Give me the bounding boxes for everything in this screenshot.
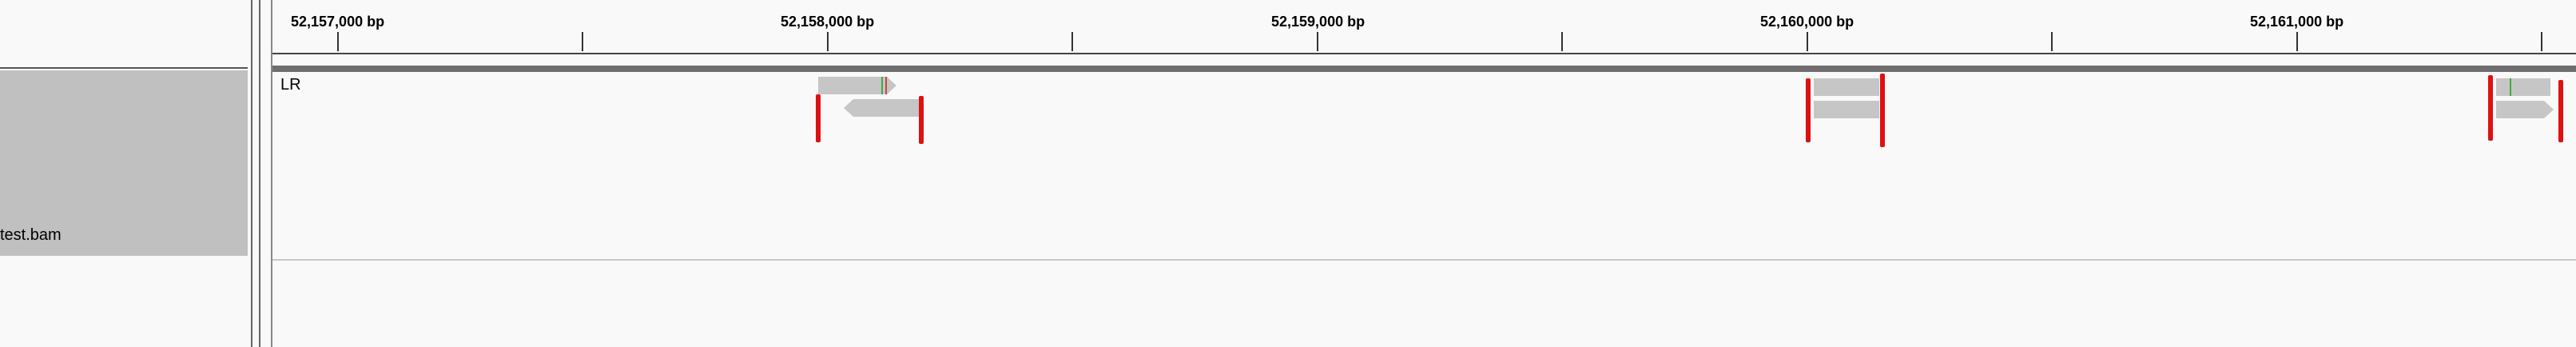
panel-divider[interactable] [251, 0, 252, 347]
soft-clip-marker [1880, 74, 1885, 147]
mismatch-marker [885, 77, 887, 94]
soft-clip-marker [919, 96, 924, 144]
read-strand-arrow [887, 77, 896, 94]
alignment-read[interactable] [2496, 78, 2550, 96]
alignment-read[interactable] [818, 77, 887, 94]
alignment-read[interactable] [2496, 101, 2544, 118]
ruler-tick [827, 32, 829, 51]
name-panel-header [0, 0, 248, 69]
ruler-tick [337, 32, 339, 51]
ruler-tick [1561, 32, 1563, 51]
alignment-track[interactable]: LR [272, 72, 2576, 347]
mismatch-marker [2510, 78, 2511, 96]
soft-clip-marker [2488, 75, 2493, 141]
ruler-tick [1317, 32, 1318, 51]
ruler-tick-label: 52,161,000 bp [2250, 14, 2344, 30]
track-name-panel: test.bam [0, 0, 248, 347]
alignment-read[interactable] [1814, 78, 1879, 96]
ruler-tick [1071, 32, 1073, 51]
ruler-tick-label: 52,158,000 bp [781, 14, 875, 30]
ruler-tick [2541, 32, 2542, 51]
ruler-tick [1807, 32, 1808, 51]
soft-clip-marker [1806, 78, 1811, 142]
ruler-tick-label: 52,160,000 bp [1760, 14, 1854, 30]
ruler-tick [582, 32, 583, 51]
ruler-tick-label: 52,157,000 bp [291, 14, 385, 30]
track-name-block[interactable]: test.bam [0, 70, 248, 256]
genome-ruler[interactable]: 52,157,000 bp 52,158,000 bp 52,159,000 b… [272, 0, 2576, 54]
track-label: LR [280, 76, 301, 94]
read-strand-arrow [2544, 101, 2554, 118]
read-strand-arrow [844, 99, 853, 117]
ruler-tick [2051, 32, 2053, 51]
ruler-tick [2296, 32, 2298, 51]
mismatch-marker [881, 77, 883, 94]
coverage-overview-band [272, 66, 2576, 72]
alignment-read[interactable] [853, 99, 920, 117]
soft-clip-marker [816, 94, 821, 142]
ruler-tick-label: 52,159,000 bp [1271, 14, 1366, 30]
alignment-read[interactable] [1814, 101, 1879, 118]
track-name-label: test.bam [0, 226, 62, 244]
track-separator [272, 259, 2576, 261]
panel-divider [271, 0, 272, 347]
soft-clip-marker [2558, 80, 2563, 142]
panel-divider[interactable] [259, 0, 260, 347]
